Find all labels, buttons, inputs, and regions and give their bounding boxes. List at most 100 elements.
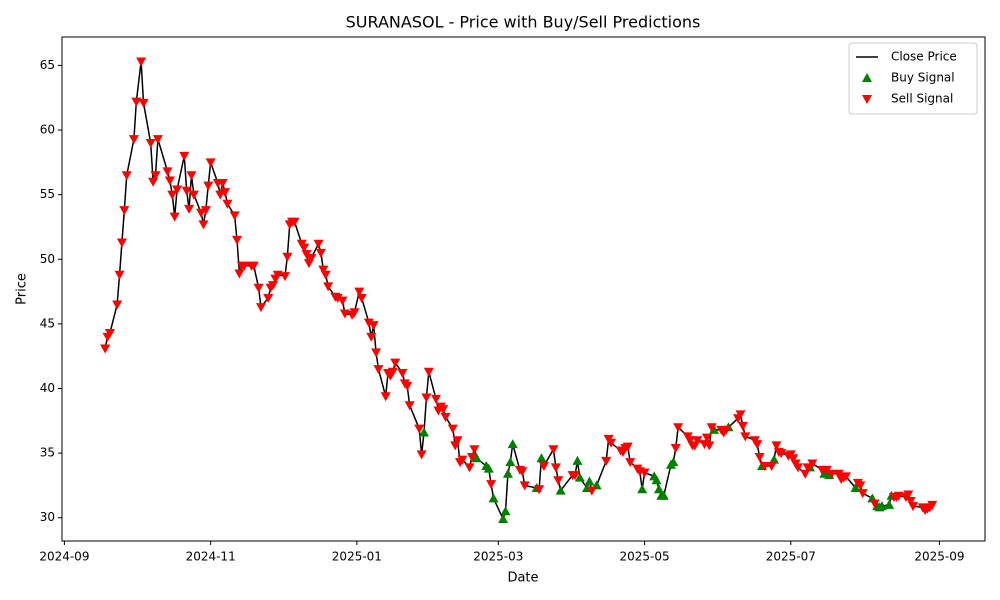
sell-marker — [639, 468, 650, 478]
sell-marker — [421, 393, 432, 403]
sell-marker — [670, 443, 681, 453]
buy-marker — [483, 463, 494, 473]
buy-marker — [658, 490, 669, 500]
sell-marker — [220, 188, 231, 198]
sell-marker — [553, 476, 564, 486]
buy-marker — [507, 439, 518, 449]
sell-marker — [826, 469, 837, 479]
sell-marker — [253, 283, 264, 293]
y-tick-label: 30 — [40, 510, 55, 524]
y-tick-label: 60 — [40, 123, 55, 137]
sell-marker — [181, 186, 192, 196]
sell-marker — [320, 270, 331, 280]
sell-marker — [164, 176, 175, 186]
buy-marker — [502, 468, 513, 478]
sell-marker — [119, 206, 130, 216]
sell-marker — [771, 441, 782, 451]
sell-marker — [136, 57, 147, 67]
sell-marker — [282, 252, 293, 262]
sell-marker — [517, 467, 528, 477]
sell-marker — [704, 441, 715, 451]
buy-marker — [419, 427, 430, 437]
sell-marker — [380, 392, 391, 402]
sell-marker — [570, 471, 581, 481]
sell-marker — [548, 445, 559, 455]
sell-marker — [179, 151, 190, 161]
sell-marker — [452, 436, 463, 446]
sell-marker — [466, 453, 477, 462]
sell-marker — [759, 462, 770, 472]
sell-marker — [692, 436, 703, 446]
sell-marker — [752, 440, 763, 450]
sell-marker — [272, 270, 283, 280]
sell-marker — [840, 472, 851, 482]
sell-marker — [306, 253, 317, 263]
chart-title: SURANASOL - Price with Buy/Sell Predicti… — [346, 13, 701, 32]
sell-marker — [625, 458, 636, 468]
sell-marker — [162, 167, 173, 177]
sell-marker — [673, 423, 684, 433]
sell-marker — [440, 412, 451, 422]
x-axis-label: Date — [507, 571, 538, 586]
buy-marker — [536, 453, 547, 463]
buy-marker — [574, 472, 585, 482]
buy-marker — [572, 455, 583, 465]
sell-marker — [100, 344, 111, 354]
sell-marker — [349, 308, 360, 318]
sell-marker — [366, 332, 377, 342]
sell-marker — [121, 171, 132, 181]
buy-marker — [488, 493, 499, 503]
sell-marker — [908, 502, 919, 512]
sell-marker — [788, 454, 799, 464]
buy-marker — [850, 483, 861, 493]
sell-marker — [519, 481, 530, 491]
sell-marker — [606, 438, 617, 448]
sell-marker — [701, 433, 712, 443]
sell-marker — [905, 496, 916, 506]
buy-marker — [668, 457, 679, 467]
plot-frame — [61, 36, 986, 542]
sell-marker — [416, 450, 427, 460]
sell-marker — [128, 135, 139, 145]
x-tick-label: 2025-03 — [473, 550, 523, 564]
legend-label: Sell Signal — [891, 92, 953, 106]
sell-marker — [263, 294, 274, 304]
sell-marker — [315, 248, 326, 258]
sell-marker — [229, 211, 240, 221]
sell-marker — [486, 480, 497, 490]
sell-marker — [150, 171, 161, 181]
sell-marker — [234, 269, 245, 279]
sell-marker — [447, 424, 458, 434]
legend-swatch — [862, 95, 872, 104]
sell-marker — [354, 287, 365, 297]
sell-marker — [339, 309, 350, 319]
sell-marker — [356, 294, 367, 304]
sell-marker — [721, 425, 732, 435]
sell-marker — [363, 318, 374, 328]
sell-marker — [112, 300, 123, 310]
sell-marker — [301, 250, 312, 260]
sell-marker — [289, 217, 300, 227]
buy-marker — [651, 475, 662, 485]
y-tick-label: 40 — [40, 381, 55, 395]
sell-marker — [371, 348, 382, 358]
buy-marker — [555, 485, 566, 495]
sell-marker — [793, 463, 804, 473]
sell-marker — [203, 181, 214, 191]
legend-label: Close Price — [891, 50, 957, 64]
sell-marker — [184, 204, 195, 214]
buy-marker — [505, 457, 516, 467]
sell-marker — [903, 490, 914, 500]
sell-marker — [414, 424, 425, 434]
sell-marker — [601, 456, 612, 466]
sell-marker — [323, 282, 334, 292]
sell-marker — [114, 270, 125, 280]
sell-marker — [205, 158, 216, 168]
buy-marker — [498, 514, 509, 524]
sell-marker — [318, 265, 329, 275]
sell-marker — [622, 442, 633, 452]
sell-marker — [332, 294, 343, 304]
